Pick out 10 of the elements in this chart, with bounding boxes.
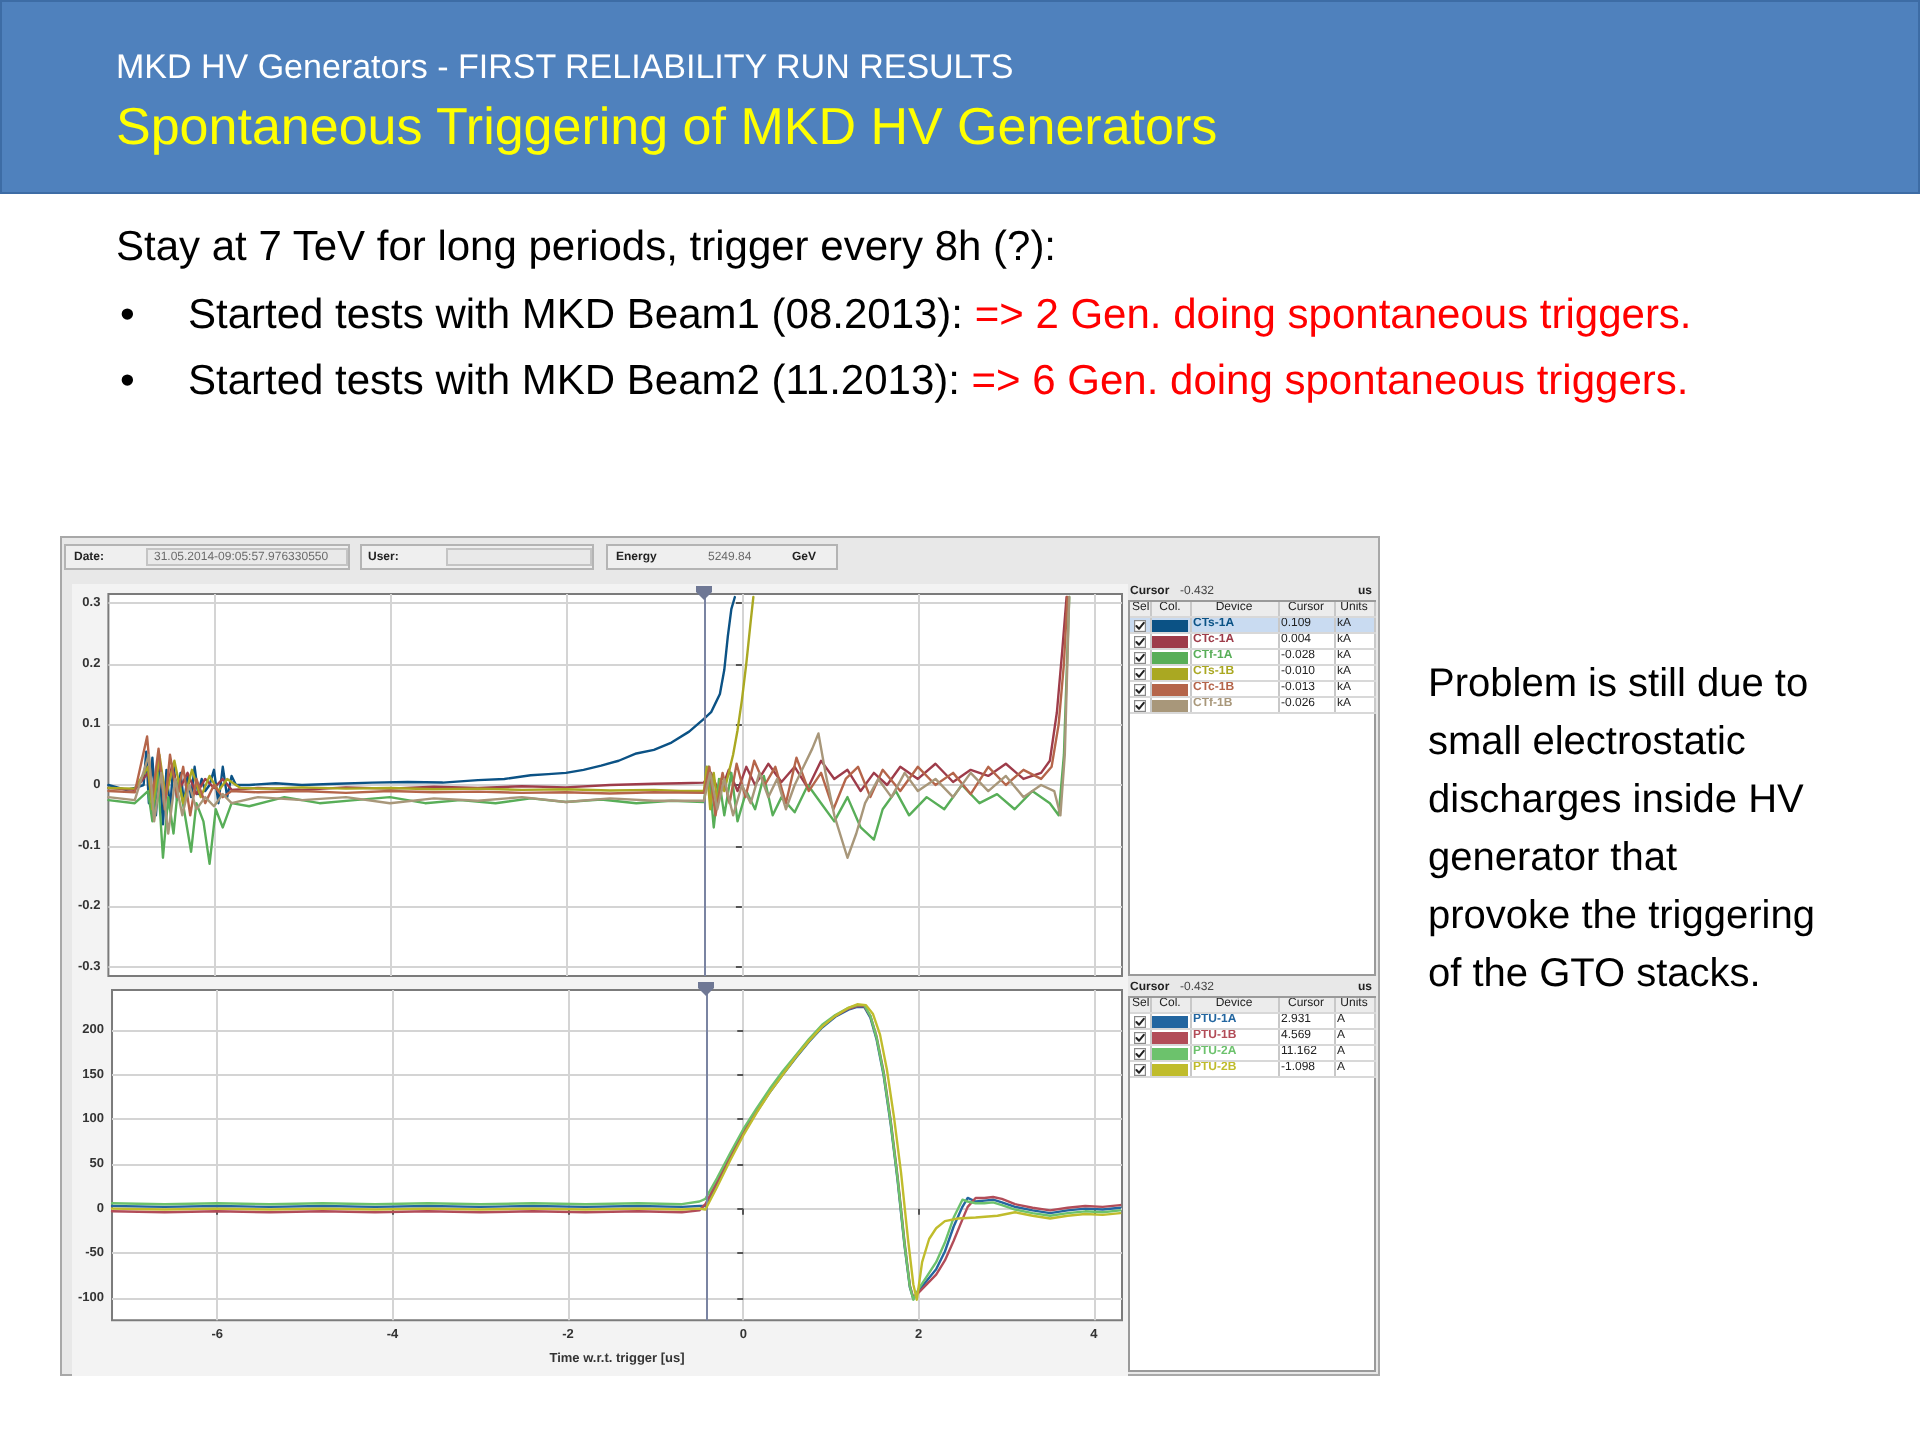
text: • <box>120 356 135 406</box>
text: • <box>120 290 135 340</box>
text: Started tests with MKD Beam2 (11.2013): <box>188 358 960 404</box>
text: => 2 Gen. doing spontaneous triggers. <box>972 292 1692 338</box>
text: MKD HV Generators - FIRST RELIABILITY RUN RESULTS <box>116 48 1014 88</box>
text: Problem is still due to small electrostatic discharges inside HV generator that provoke the triggering of the GTO stacks. <box>1428 660 1817 1000</box>
text: Stay at 7 TeV for long periods, trigger every 8h (?): <box>116 222 1057 272</box>
text: => 6 Gen. doing spontaneous triggers. <box>969 358 1689 404</box>
text: Started tests with MKD Beam1 (08.2013): <box>188 292 964 338</box>
text: Spontaneous Triggering of MKD HV Generators <box>116 96 1218 156</box>
